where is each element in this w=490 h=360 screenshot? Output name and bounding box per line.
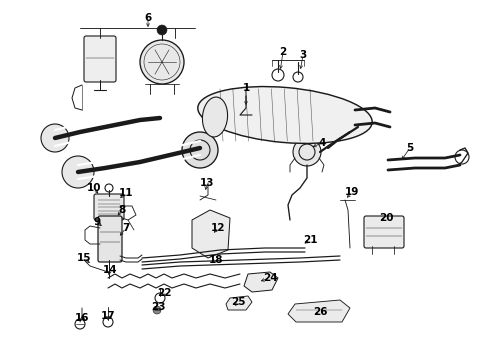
Polygon shape <box>244 272 278 292</box>
Text: 23: 23 <box>151 302 165 312</box>
Text: 1: 1 <box>243 83 249 93</box>
Circle shape <box>153 306 161 314</box>
Text: 2: 2 <box>279 47 287 57</box>
FancyBboxPatch shape <box>94 194 124 220</box>
Text: 9: 9 <box>94 217 100 227</box>
Text: 16: 16 <box>75 313 89 323</box>
Text: 17: 17 <box>100 311 115 321</box>
Text: 21: 21 <box>303 235 317 245</box>
FancyBboxPatch shape <box>98 216 122 262</box>
Circle shape <box>62 156 94 188</box>
Text: 6: 6 <box>145 13 151 23</box>
Text: 4: 4 <box>318 138 326 148</box>
Circle shape <box>157 25 167 35</box>
Text: 25: 25 <box>231 297 245 307</box>
Circle shape <box>140 40 184 84</box>
Text: 10: 10 <box>87 183 101 193</box>
FancyBboxPatch shape <box>84 36 116 82</box>
Text: 20: 20 <box>379 213 393 223</box>
Text: 15: 15 <box>77 253 91 263</box>
Text: 12: 12 <box>211 223 225 233</box>
Ellipse shape <box>202 97 227 137</box>
Text: 14: 14 <box>103 265 117 275</box>
FancyBboxPatch shape <box>364 216 404 248</box>
Polygon shape <box>192 210 230 258</box>
Text: 26: 26 <box>313 307 327 317</box>
Text: 18: 18 <box>209 255 223 265</box>
Text: 7: 7 <box>122 223 130 233</box>
Text: 24: 24 <box>263 273 277 283</box>
Circle shape <box>41 124 69 152</box>
Text: 19: 19 <box>345 187 359 197</box>
Polygon shape <box>288 300 350 322</box>
Text: 8: 8 <box>119 205 125 215</box>
Text: 22: 22 <box>157 288 171 298</box>
Text: 5: 5 <box>406 143 414 153</box>
Text: 11: 11 <box>119 188 133 198</box>
Circle shape <box>182 132 218 168</box>
Text: 13: 13 <box>200 178 214 188</box>
Ellipse shape <box>198 86 372 143</box>
Text: 3: 3 <box>299 50 307 60</box>
Polygon shape <box>226 296 252 310</box>
Circle shape <box>293 138 321 166</box>
